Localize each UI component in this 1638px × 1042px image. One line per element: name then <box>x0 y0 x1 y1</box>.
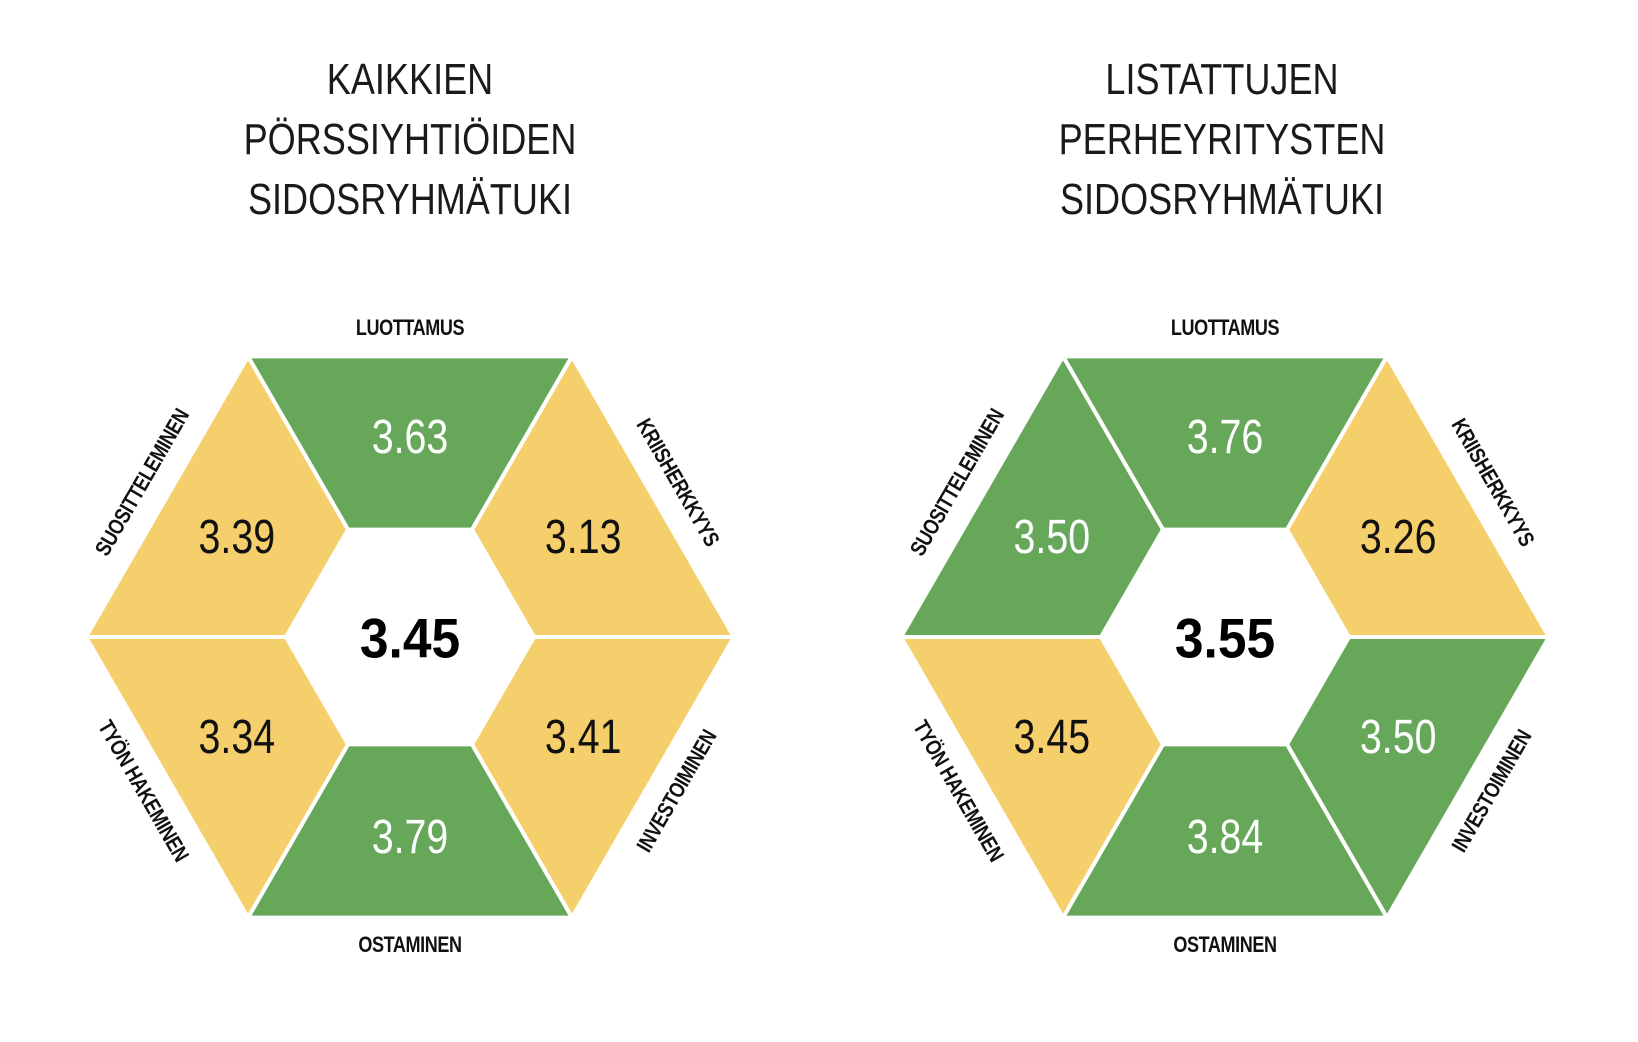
segment-upper-left <box>899 354 1165 639</box>
segment-value-bottom: 3.79 <box>372 810 449 864</box>
panel-1-title-line-3: SIDOSRYHMÄTUKI <box>247 175 573 224</box>
panel-2-title: LISTATTUJEN PERHEYRITYSTEN SIDOSRYHMÄTUK… <box>968 50 1476 230</box>
panel-1-title: KAIKKIEN PÖRSSIYHTIÖIDEN SIDOSRYHMÄTUKI <box>156 50 664 230</box>
panel-1-title-line-1: KAIKKIEN <box>326 55 494 104</box>
panel-2-title-line-1: LISTATTUJEN <box>1105 55 1339 104</box>
segment-value-upper-left: 3.39 <box>199 510 276 564</box>
segment-value-lower-left: 3.34 <box>199 710 276 764</box>
center-value: 3.45 <box>360 608 460 670</box>
segment-value-lower-left: 3.45 <box>1014 710 1091 764</box>
panel-2-title-line-2: PERHEYRITYSTEN <box>1058 115 1386 164</box>
segment-value-lower-right: 3.41 <box>545 710 622 764</box>
center-value: 3.55 <box>1175 608 1275 670</box>
panel-2-title-line-3: SIDOSRYHMÄTUKI <box>1059 175 1385 224</box>
segment-value-upper-left: 3.50 <box>1014 510 1091 564</box>
segment-upper-left <box>84 354 350 639</box>
segment-value-upper-right: 3.26 <box>1360 510 1437 564</box>
panel-1-title-line-2: PÖRSSIYHTIÖIDEN <box>243 115 577 164</box>
segment-label-top: LUOTTAMUS <box>1171 316 1279 340</box>
segment-value-top: 3.63 <box>372 410 449 464</box>
segment-value-top: 3.76 <box>1187 410 1264 464</box>
segment-value-lower-right: 3.50 <box>1360 710 1437 764</box>
segment-label-bottom: OSTAMINEN <box>358 934 461 958</box>
segment-label-bottom: OSTAMINEN <box>1173 934 1276 958</box>
segment-label-top: LUOTTAMUS <box>356 316 464 340</box>
segment-value-upper-right: 3.13 <box>545 510 622 564</box>
segment-value-bottom: 3.84 <box>1187 810 1264 864</box>
